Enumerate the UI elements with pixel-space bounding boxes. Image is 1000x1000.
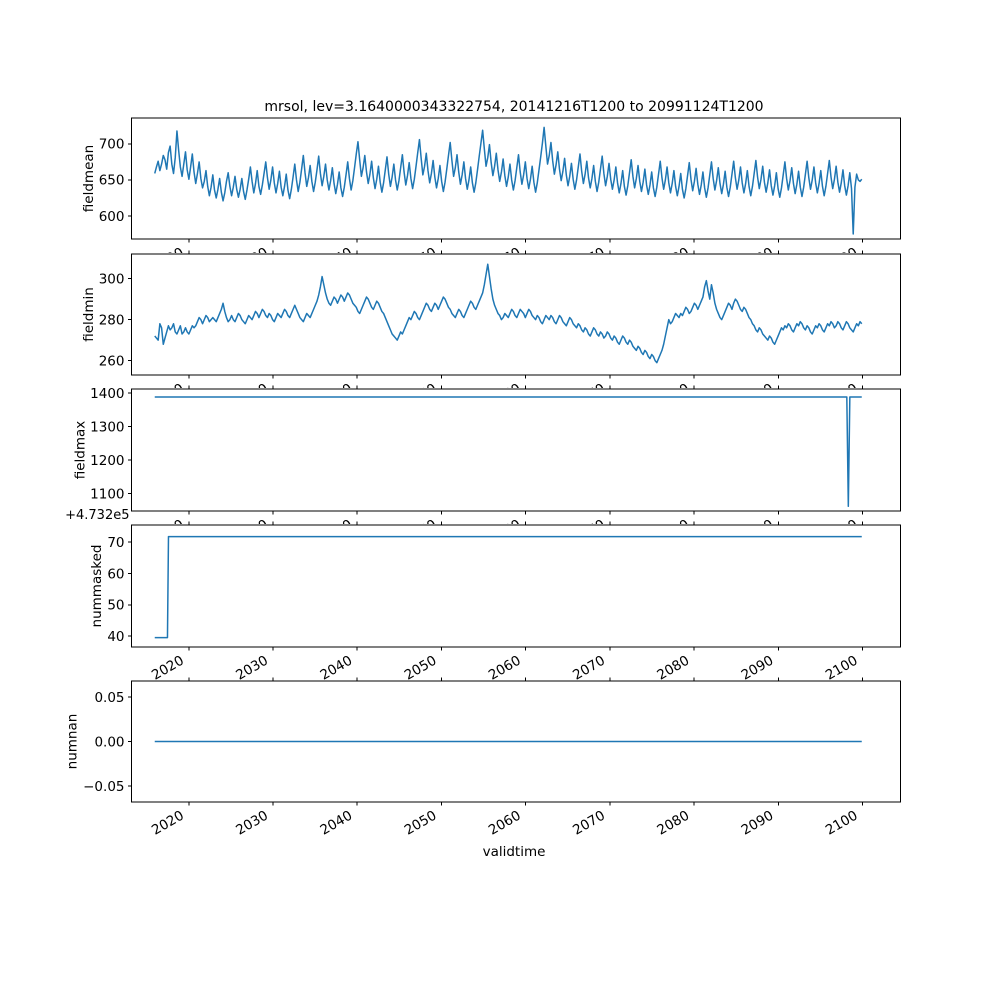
y-tick-label: 260 (99, 353, 125, 369)
y-tick-label: −0.05 (83, 779, 124, 795)
y-tick-label: 1300 (90, 419, 124, 435)
axes-frame (130, 117, 902, 240)
data-line-fieldmax (154, 396, 862, 508)
x-axis-label: validtime (483, 844, 546, 860)
y-axis-offset-text: +4.732e5 (65, 508, 129, 523)
data-line-fieldmin (154, 263, 863, 364)
data-line-nummasked (154, 535, 862, 639)
figure-title: mrsol, lev=3.1640000343322754, 20141216T… (264, 99, 763, 115)
y-tick-label: 0.05 (94, 690, 124, 706)
y-axis-label-fieldmean: fieldmean (81, 145, 97, 212)
y-tick-label: 280 (99, 312, 125, 328)
y-tick-label: 60 (107, 566, 124, 582)
y-axis-label-fieldmin: fieldmin (81, 287, 97, 342)
y-tick-label: 300 (99, 271, 125, 287)
y-tick-label: 40 (107, 629, 124, 645)
y-axis-label-nummasked: nummasked (89, 545, 105, 628)
axes-frame (130, 253, 902, 376)
y-axis-label-numnan: numnan (65, 714, 81, 770)
axes-frame (130, 524, 902, 648)
y-tick-label: 1400 (90, 386, 124, 402)
y-axis-label-fieldmax: fieldmax (73, 421, 89, 480)
y-tick-label: 1100 (90, 486, 124, 502)
y-tick-label: 600 (99, 209, 125, 225)
y-tick-label: 1200 (90, 453, 124, 469)
y-tick-label: 650 (99, 173, 125, 189)
y-tick-label: 70 (107, 535, 124, 551)
y-tick-label: 0.00 (94, 734, 124, 750)
y-tick-label: 50 (107, 598, 124, 614)
data-line-fieldmean (154, 126, 863, 235)
y-tick-label: 700 (99, 137, 125, 153)
subplot-fieldmax: 2020203020402050206020702080209021001100… (73, 385, 902, 524)
axes-frame (130, 388, 902, 512)
